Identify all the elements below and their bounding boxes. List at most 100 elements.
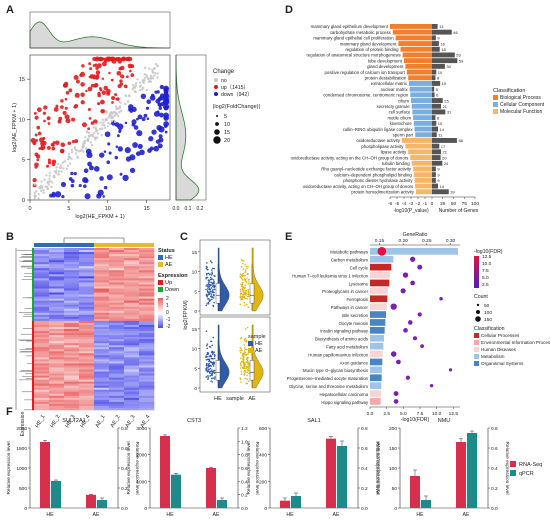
heatmap-cell [94, 308, 110, 312]
heatmap-cell [94, 361, 110, 364]
scatter-a-point [101, 57, 104, 61]
heatmap-cell [79, 256, 95, 259]
violin-point [244, 297, 247, 300]
violin-point [206, 283, 208, 286]
heatmap-cell [79, 399, 95, 403]
heatmap-expression-cell [32, 292, 34, 295]
heatmap-cell [79, 371, 95, 374]
violin-point [247, 360, 249, 363]
go-term-label: mammary gland epithelium development [311, 24, 389, 29]
violin-point [244, 328, 247, 330]
heatmap-cell [79, 385, 95, 389]
violin-ytick-label: 0 [194, 386, 197, 392]
go-gene-count: 9 [437, 172, 440, 177]
kegg-bottom-tick-label: 5.0 [400, 411, 407, 417]
heatmap-cell [79, 278, 95, 281]
scatter-a-point [86, 152, 93, 159]
legend-e-class-swatch [474, 354, 479, 359]
violin-point [211, 350, 214, 353]
kegg-bottom-tick-label: 10.0 [432, 411, 442, 417]
heatmap-expression-cell [32, 298, 34, 301]
heatmap-cell [109, 300, 125, 303]
heatmap-cell [109, 375, 125, 378]
scatter-a-point [114, 120, 117, 124]
heatmap-cell [109, 387, 125, 391]
scatter-a-point [57, 170, 61, 173]
heatmap-expression-cell [32, 387, 34, 391]
legend-b-expression-title: Expression [158, 273, 188, 279]
heatmap-status-cell [64, 243, 79, 247]
violin-point [211, 269, 213, 271]
heatmap-cell [64, 343, 80, 346]
violin-point [213, 362, 215, 365]
scatter-a-point [74, 92, 80, 98]
violin-point [240, 357, 242, 359]
violin-ytick-label: 15 [192, 327, 198, 333]
heatmap-expression-cell [32, 383, 34, 386]
heatmap-cell [79, 316, 95, 320]
violin-point [206, 288, 209, 290]
heatmap-cell [64, 329, 80, 332]
legend-e-class-label: Cellular Processes [481, 333, 520, 338]
heatmap-cell [49, 292, 65, 295]
scatter-a-point [66, 164, 70, 167]
heatmap-colorbar-tick: -1 [166, 317, 171, 323]
heatmap-cell [94, 351, 110, 354]
heatmap-cell [49, 300, 65, 303]
heatmap-cell [79, 365, 95, 368]
kegg-ratio-dot [429, 383, 434, 388]
violin-point [243, 339, 246, 341]
go-term-label: carbohydrate metabolic process [330, 30, 391, 35]
heatmap-cell [64, 290, 80, 293]
scatter-a-point [47, 158, 51, 162]
scatter-a-point [111, 95, 116, 101]
scatter-a-point [147, 148, 152, 153]
heatmap-cell [94, 383, 110, 386]
scatter-a-point [42, 111, 47, 115]
scatter-a-point [77, 150, 80, 153]
legend-a-change-label: down（942） [221, 91, 252, 98]
heatmap-cell [79, 302, 95, 305]
violin-point [247, 272, 249, 275]
legend-e-fdr-tick: 10.0 [482, 261, 492, 267]
go-gene-count: 17 [441, 144, 446, 149]
heatmap-colorbar-tick: 0 [166, 310, 169, 316]
scatter-a-point [65, 118, 71, 124]
heatmap-cell [124, 379, 140, 382]
rt-left-tick-label: 3000 [136, 426, 147, 432]
heatmap-cell [49, 353, 65, 356]
heatmap-cell [139, 322, 155, 326]
heatmap-cell [79, 397, 95, 401]
violin-point [247, 367, 250, 369]
heatmap-cell [64, 359, 80, 362]
rt-left-ylabel: Relative expression level [376, 441, 382, 494]
violin-category-label: HE [214, 396, 222, 402]
scatter-a-point [88, 62, 92, 66]
legend-e-count-label: 150 [484, 317, 492, 323]
heatmap-status-cell [49, 243, 64, 247]
violin-point [242, 363, 245, 365]
scatter-a-point [92, 131, 96, 135]
heatmap-cell [64, 314, 80, 318]
violin-point [210, 274, 213, 276]
rt-right-tick-label: 0.0 [491, 506, 498, 512]
go-term-label: motile cilium [387, 115, 411, 120]
scatter-a-point [57, 173, 60, 176]
heatmap-cell [124, 351, 140, 354]
violin-point [248, 295, 250, 298]
go-term-label: protein homodimerization activity [351, 190, 414, 195]
kegg-fdr-bar [370, 398, 381, 405]
panel-f: 05001000150020000.00.20.40.60.8SULT2A1Re… [6, 418, 542, 518]
heatmap-cell [49, 399, 65, 403]
heatmap-cell [64, 361, 80, 364]
heatmap-cell [34, 335, 50, 338]
violin-point [206, 272, 208, 275]
heatmap-cell [139, 282, 155, 285]
heatmap-cell [139, 272, 155, 275]
go-left-tick-label: 0 [431, 201, 434, 207]
heatmap-cell [94, 357, 110, 360]
heatmap-cell [79, 329, 95, 332]
scatter-a-point [111, 115, 114, 119]
scatter-a-point [128, 57, 133, 61]
go-pvalue-bar [402, 52, 432, 58]
